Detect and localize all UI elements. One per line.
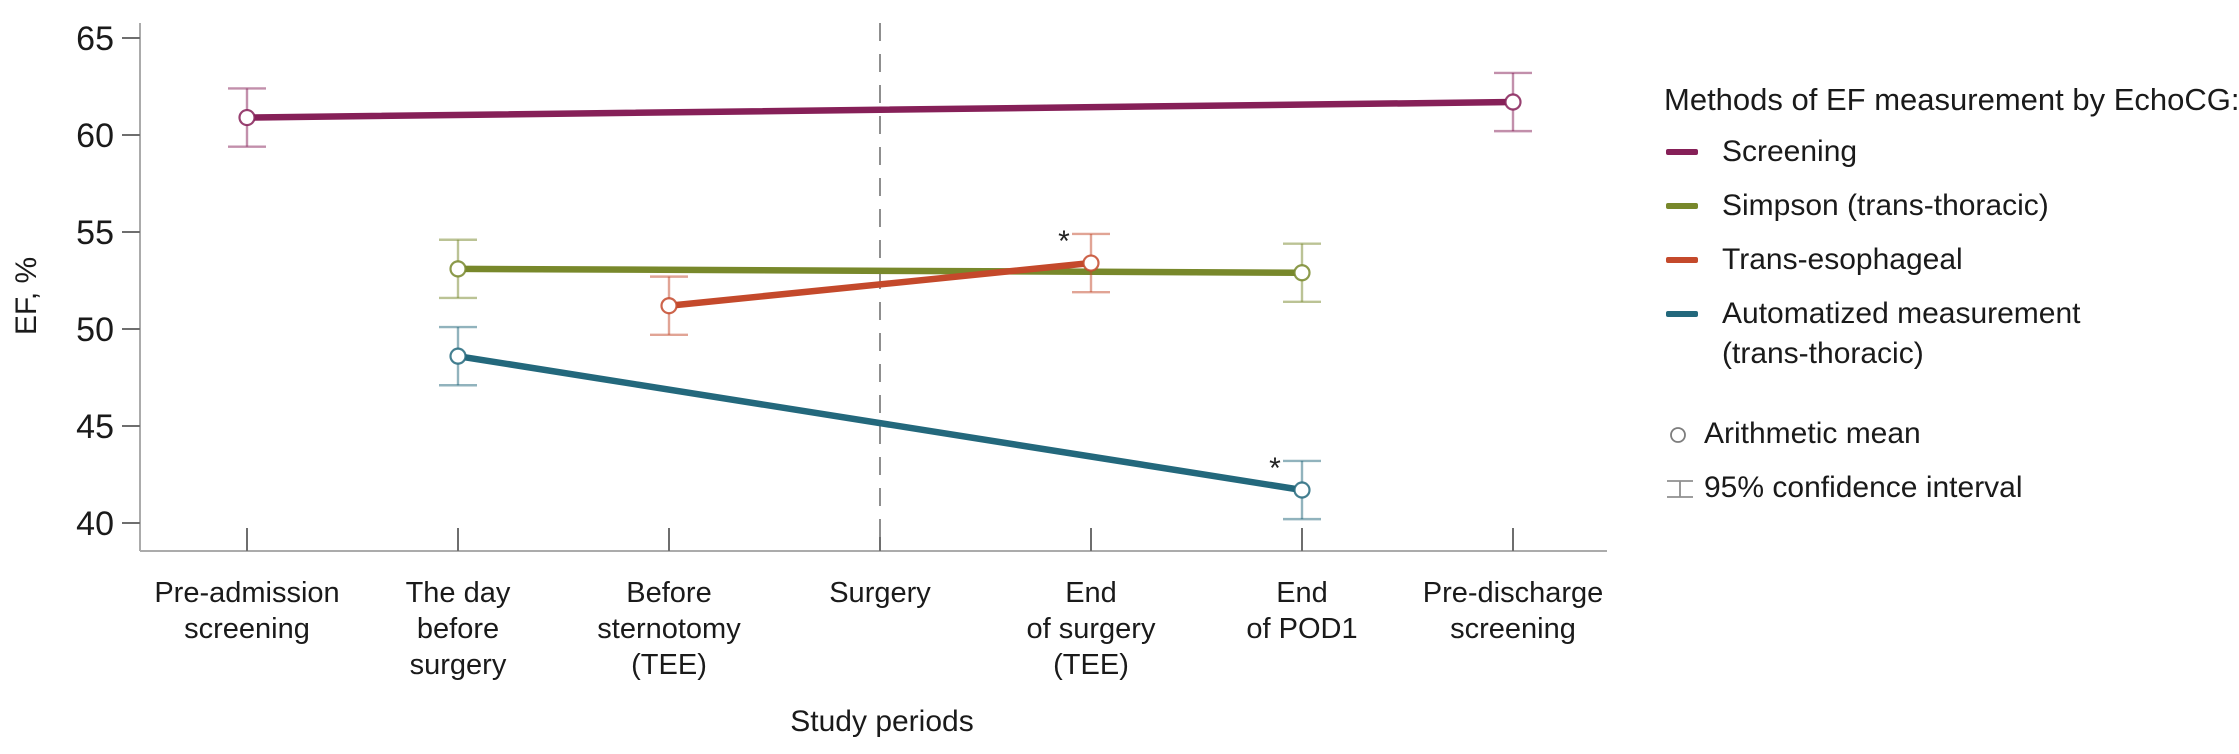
x-category-label: (TEE) — [1053, 649, 1129, 681]
x-category-label: sternotomy — [597, 613, 741, 645]
chart-legend: Methods of EF measurement by EchoCG: Scr… — [1664, 80, 2239, 522]
series-line-automatized-measurement-trans-thoracic — [454, 352, 1306, 494]
legend-item-ci: 95% confidence interval — [1664, 468, 2239, 508]
legend-item-label: Arithmetic mean — [1704, 417, 1921, 450]
x-category-label: screening — [184, 613, 310, 645]
x-category-label: (TEE) — [631, 649, 707, 681]
legend-label-line: Screening — [1722, 135, 1858, 168]
x-category-label: surgery — [410, 649, 507, 681]
y-tick-label: 60 — [76, 117, 114, 155]
x-category-label: before — [417, 613, 499, 645]
legend-item-label: Simpson (trans-thoracic) — [1722, 186, 2049, 226]
x-axis-title: Study periods — [790, 705, 973, 738]
legend-label-line: Simpson (trans-thoracic) — [1722, 189, 2049, 222]
legend-item-label: 95% confidence interval — [1704, 471, 2023, 504]
x-category-label: Before — [626, 577, 711, 609]
legend-title: Methods of EF measurement by EchoCG: — [1664, 82, 2239, 117]
legend-item-label: Screening — [1722, 132, 1857, 172]
y-tick-label: 40 — [76, 505, 114, 543]
legend-item-simpson-trans-thoracic: Simpson (trans-thoracic) — [1664, 186, 2239, 226]
x-category-label: of surgery — [1027, 613, 1156, 645]
x-category-label: Surgery — [829, 577, 931, 609]
significance-asterisk: * — [1269, 452, 1281, 485]
legend-label-line: (trans-thoracic) — [1722, 337, 1924, 370]
x-category-label: End — [1276, 577, 1328, 609]
x-category-label: Pre-discharge — [1423, 577, 1604, 609]
significance-asterisk: * — [1058, 225, 1070, 258]
series-screening — [228, 71, 1532, 148]
legend-label-line: Trans-esophageal — [1722, 243, 1963, 276]
legend-swatch — [1666, 149, 1698, 155]
legend-markers: Arithmetic mean 95% confidence interval — [1664, 414, 2239, 508]
mean-marker — [1293, 264, 1311, 282]
legend-item-label: Automatized measurement (trans-thoracic) — [1722, 294, 2081, 374]
legend-item-mean: Arithmetic mean — [1664, 414, 2239, 454]
legend-item-trans-esophageal: Trans-esophageal — [1664, 240, 2239, 280]
x-category-label: Pre-admission — [154, 577, 339, 609]
series-trans-esophageal: * — [650, 225, 1110, 337]
mean-marker — [449, 347, 467, 365]
mean-marker — [449, 260, 467, 278]
mean-marker — [660, 297, 678, 315]
y-tick-label: 45 — [76, 408, 114, 446]
y-tick-label: 55 — [76, 214, 114, 252]
y-tick-label: 65 — [76, 20, 114, 58]
x-category-label: screening — [1450, 613, 1576, 645]
legend-swatch — [1666, 311, 1698, 317]
mean-marker — [1082, 254, 1100, 272]
legend-item-label: Trans-esophageal — [1722, 240, 1963, 280]
legend-swatch — [1666, 203, 1698, 209]
series-line-screening — [243, 98, 1517, 121]
series-line-trans-esophageal — [665, 259, 1095, 309]
series-simpson-trans-thoracic — [439, 238, 1321, 304]
legend-series-list: Screening Simpson (trans-thoracic) Trans-e… — [1664, 132, 2239, 374]
legend-label-line: Automatized measurement — [1722, 297, 2081, 330]
legend-item-screening: Screening — [1664, 132, 2239, 172]
x-category-label: The day — [406, 577, 511, 609]
confidence-interval-icon — [1664, 468, 1704, 508]
mean-circle-icon — [1664, 414, 1704, 454]
series-line-simpson-trans-thoracic — [454, 265, 1306, 276]
y-tick-label: 50 — [76, 311, 114, 349]
mean-marker — [238, 108, 256, 127]
x-category-label: End — [1065, 577, 1117, 609]
legend-item-automatized-measurement-trans-thoracic: Automatized measurement (trans-thoracic) — [1664, 294, 2239, 374]
mean-marker — [1504, 93, 1522, 111]
mean-marker — [1293, 481, 1311, 499]
x-category-label: of POD1 — [1246, 613, 1357, 645]
series-automatized-measurement-trans-thoracic: * — [439, 325, 1321, 521]
legend-swatch — [1666, 257, 1698, 263]
y-axis-title: EF, % — [10, 257, 43, 335]
